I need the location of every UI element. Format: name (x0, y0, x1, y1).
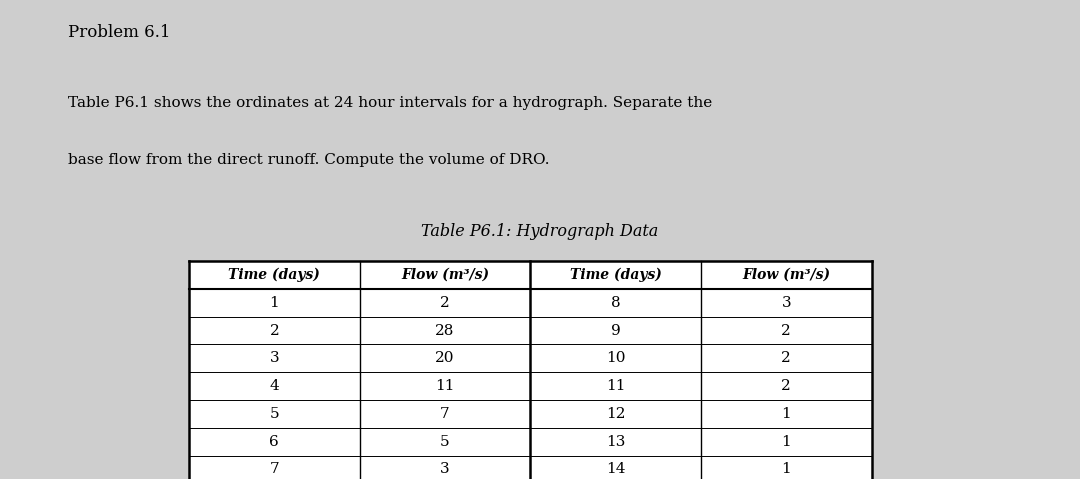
Text: 7: 7 (441, 407, 449, 421)
Text: Problem 6.1: Problem 6.1 (68, 24, 171, 41)
Text: Time (days): Time (days) (569, 268, 662, 282)
Text: 11: 11 (606, 379, 625, 393)
Text: 12: 12 (606, 407, 625, 421)
Text: 20: 20 (435, 351, 455, 365)
Text: 13: 13 (606, 434, 625, 449)
Text: 8: 8 (611, 296, 620, 310)
Text: 28: 28 (435, 323, 455, 338)
Text: 3: 3 (782, 296, 791, 310)
Text: Flow (m³/s): Flow (m³/s) (401, 268, 489, 282)
Text: 1: 1 (781, 434, 792, 449)
Text: 2: 2 (781, 351, 792, 365)
Text: 6: 6 (269, 434, 280, 449)
Text: 10: 10 (606, 351, 625, 365)
Text: 2: 2 (781, 379, 792, 393)
Text: base flow from the direct runoff. Compute the volume of DRO.: base flow from the direct runoff. Comput… (68, 153, 550, 167)
Bar (189, 261, 872, 479)
Text: 1: 1 (781, 407, 792, 421)
Text: 3: 3 (441, 462, 449, 477)
Text: Table P6.1: Hydrograph Data: Table P6.1: Hydrograph Data (421, 223, 659, 240)
Text: 11: 11 (435, 379, 455, 393)
Text: Flow (m³/s): Flow (m³/s) (742, 268, 831, 282)
Text: 2: 2 (269, 323, 280, 338)
Text: 3: 3 (270, 351, 279, 365)
Text: Table P6.1 shows the ordinates at 24 hour intervals for a hydrograph. Separate t: Table P6.1 shows the ordinates at 24 hou… (68, 96, 713, 110)
Text: 4: 4 (269, 379, 280, 393)
Text: 14: 14 (606, 462, 625, 477)
Text: 2: 2 (440, 296, 450, 310)
Text: 1: 1 (269, 296, 280, 310)
Text: 5: 5 (270, 407, 279, 421)
Text: 2: 2 (781, 323, 792, 338)
Text: 1: 1 (781, 462, 792, 477)
Text: 5: 5 (441, 434, 449, 449)
Text: 9: 9 (610, 323, 621, 338)
Text: 7: 7 (270, 462, 279, 477)
Text: Time (days): Time (days) (228, 268, 321, 282)
